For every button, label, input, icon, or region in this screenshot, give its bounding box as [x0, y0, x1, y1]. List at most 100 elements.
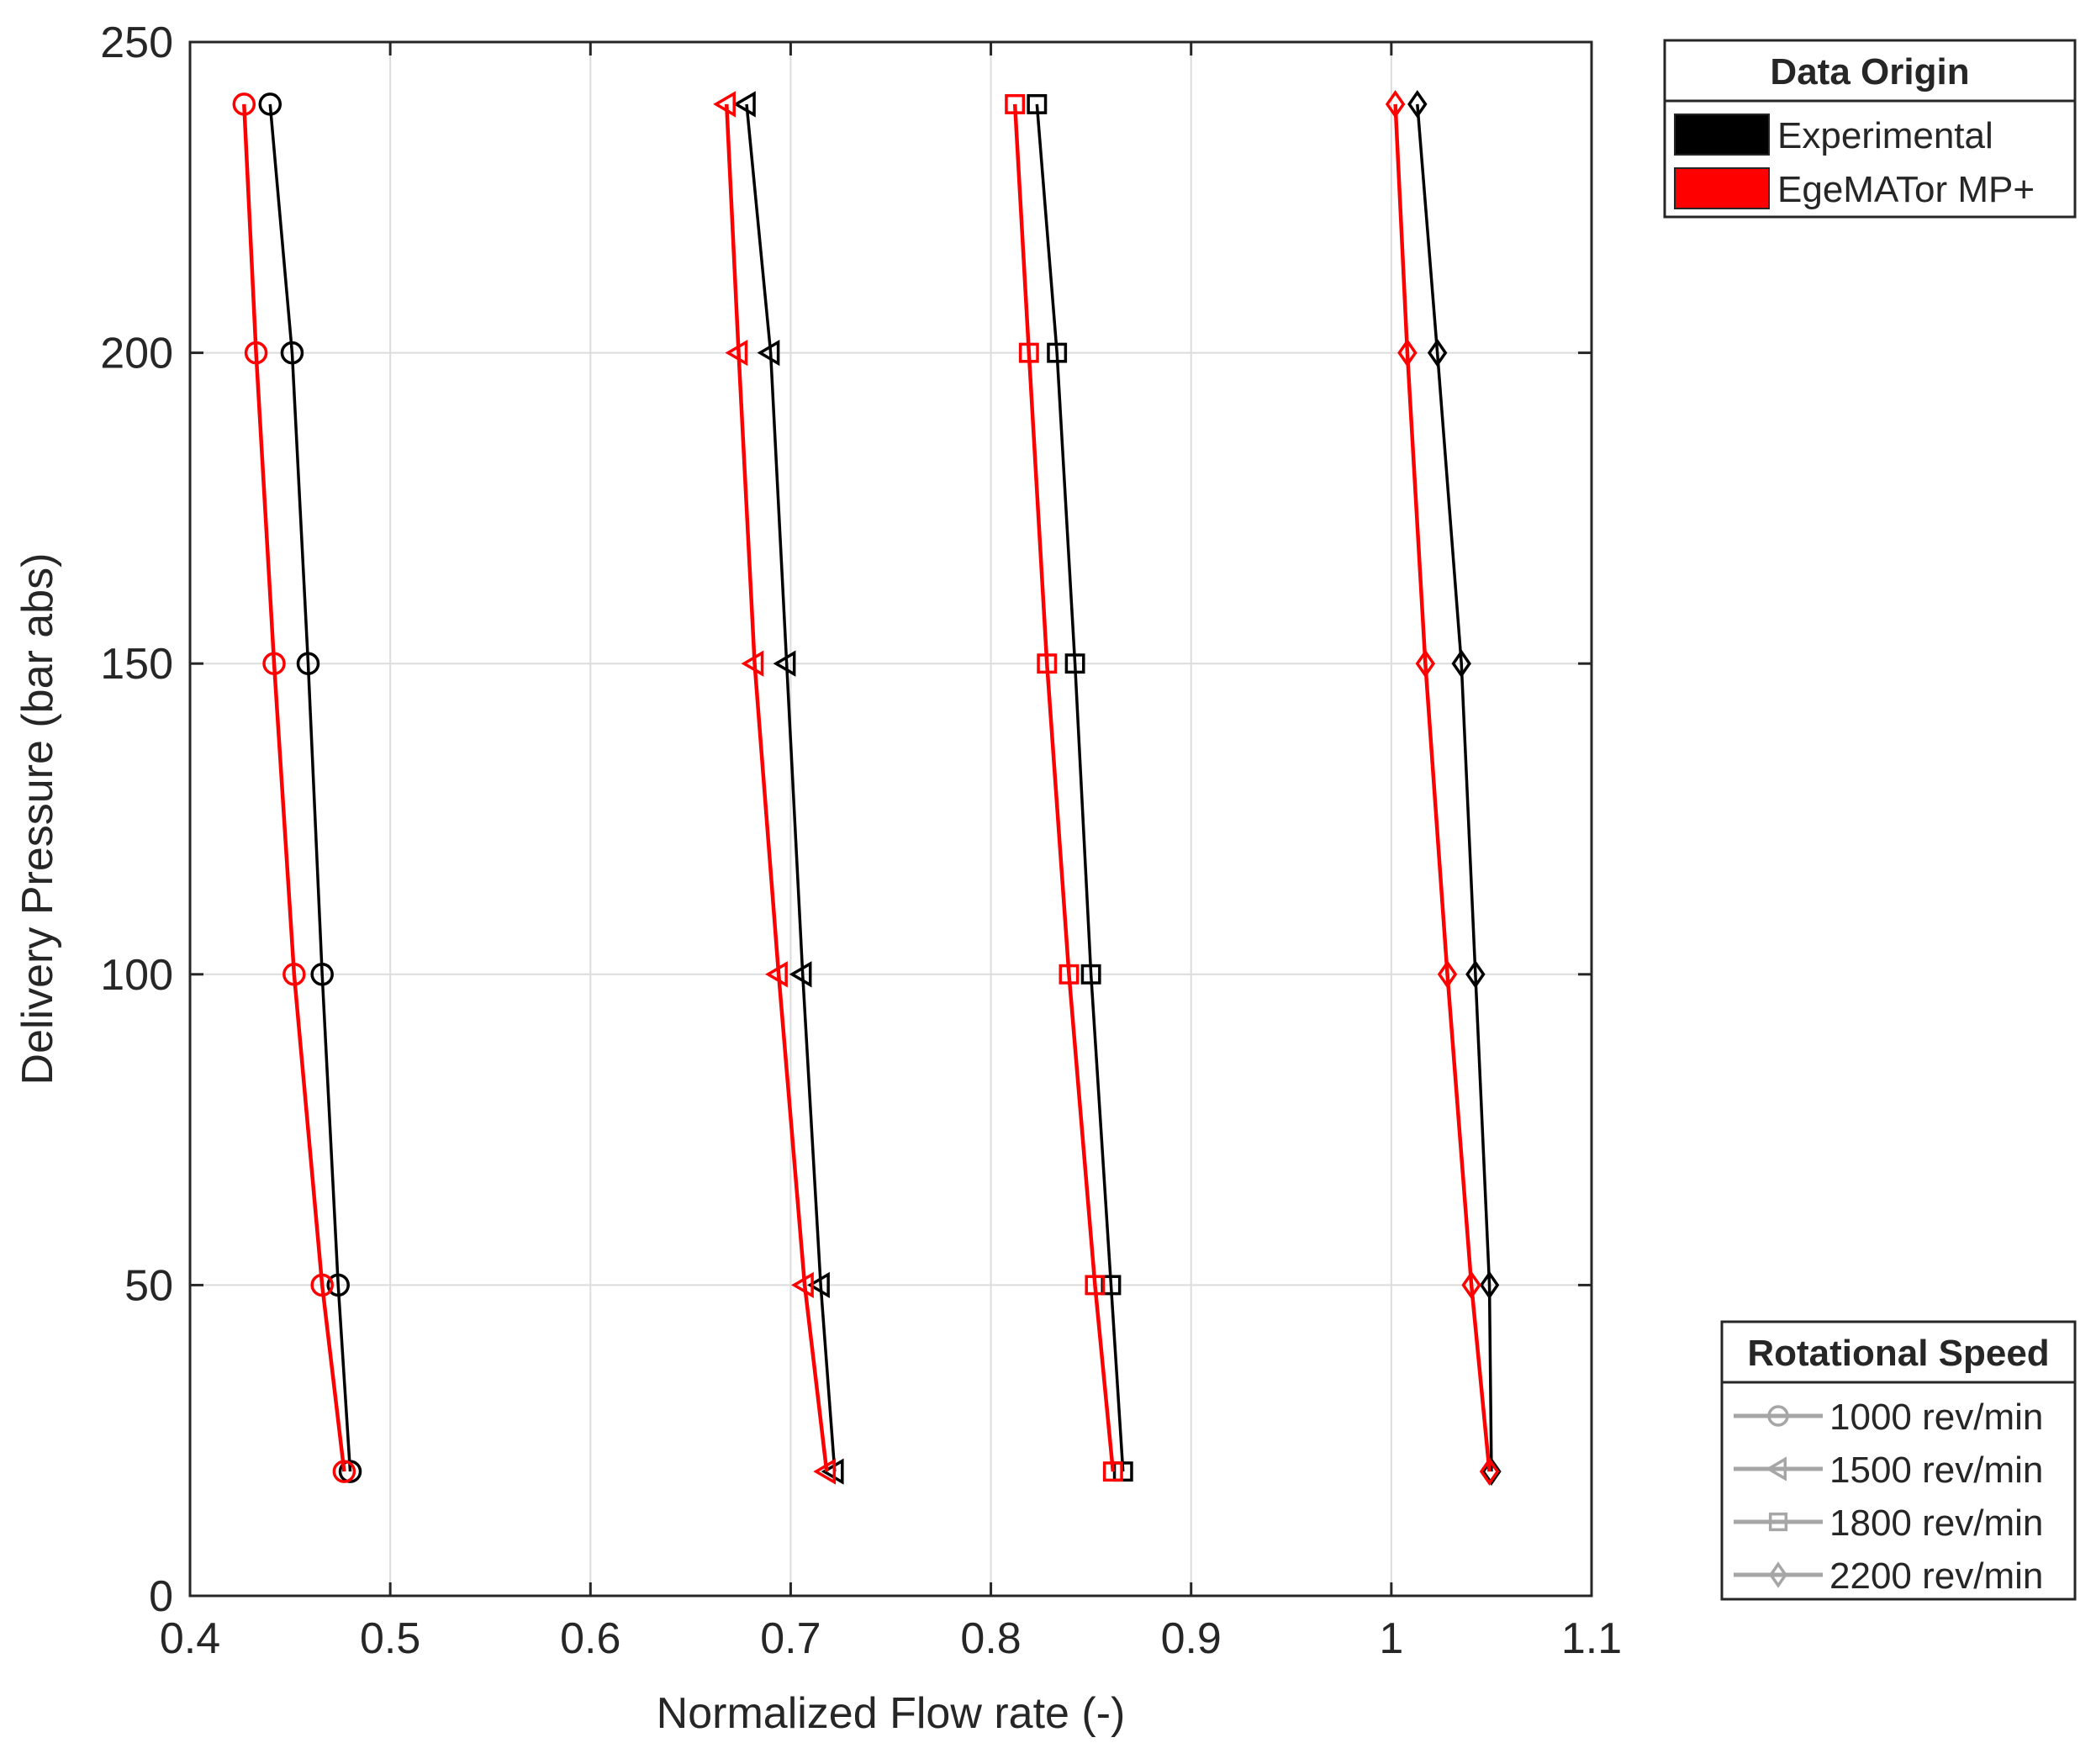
- legend-marker-square-icon: [1734, 1512, 1823, 1532]
- data-point-egemator-1000-240: [232, 92, 256, 116]
- legend-marker-circle-icon: [1734, 1405, 1823, 1427]
- data-point-experimental-1000-150: [296, 652, 320, 675]
- series-experimental-1800: [1027, 93, 1133, 1482]
- data-point-experimental-1800-150: [1064, 653, 1085, 674]
- plot-frame: [188, 40, 1593, 1598]
- data-point-egemator-1500-20: [813, 1458, 837, 1485]
- data-point-egemator-1800-100: [1059, 964, 1080, 985]
- x-tick-label: 0.7: [760, 1614, 821, 1663]
- data-point-egemator-1000-200: [244, 341, 268, 365]
- legend-marker-shape: [1769, 1561, 1787, 1588]
- data-point-experimental-2200-20: [1481, 1457, 1502, 1487]
- series-egemator-1000: [232, 92, 356, 1483]
- legend-label-experimental: Experimental: [1777, 115, 1993, 156]
- data-point-egemator-1800-50: [1085, 1275, 1106, 1296]
- data-point-egemator-2200-20: [1479, 1457, 1500, 1487]
- y-tick-label: 150: [100, 640, 173, 689]
- series-egemator-2200: [1385, 90, 1500, 1487]
- data-point-egemator-1800-150: [1037, 653, 1058, 674]
- series-line-egemator-1000: [242, 103, 346, 1472]
- legend-label-1800: 1800 rev/min: [1829, 1503, 2043, 1544]
- data-point-egemator-1800-200: [1018, 342, 1039, 363]
- data-point-experimental-2200-50: [1479, 1270, 1500, 1300]
- data-point-egemator-1500-150: [741, 650, 764, 677]
- legend-data-origin: Data Origin Experimental EgeMATor MP+: [1663, 39, 2077, 219]
- series-line-experimental-1000: [268, 103, 352, 1472]
- x-tick-label: 1: [1379, 1614, 1403, 1663]
- y-tick-label: 100: [100, 951, 173, 1000]
- data-point-egemator-2200-100: [1437, 959, 1458, 989]
- grid-lines: [190, 42, 1592, 1596]
- data-point-egemator-1000-50: [310, 1273, 334, 1297]
- legend-swatch-experimental: [1674, 114, 1770, 156]
- data-point-experimental-1800-200: [1047, 342, 1068, 363]
- legend-data-origin-title: Data Origin: [1770, 51, 1969, 92]
- data-point-egemator-1800-240: [1005, 93, 1026, 114]
- data-point-egemator-2200-240: [1385, 90, 1406, 119]
- series-egemator-1800: [1005, 93, 1123, 1482]
- data-point-experimental-1000-100: [310, 963, 334, 986]
- axes: 0.4 0.5 0.6 0.7 0.8 0.9 1 1.1 0 50 100 150 200 250: [100, 18, 1622, 1663]
- data-point-experimental-1800-240: [1027, 93, 1048, 114]
- x-tick-label: 1.1: [1561, 1614, 1622, 1663]
- series-line-egemator-1500: [724, 103, 829, 1472]
- data-point-experimental-2200-150: [1451, 649, 1471, 679]
- x-tick-label: 0.4: [160, 1614, 220, 1663]
- data-point-experimental-1000-20: [338, 1460, 362, 1483]
- y-axis-label: Delivery Pressure (bar abs): [13, 553, 62, 1085]
- y-tick-label: 0: [149, 1572, 173, 1621]
- legend-marker-shape: [1767, 1405, 1789, 1427]
- data-point-egemator-2200-50: [1461, 1270, 1481, 1300]
- legend-label-egemator: EgeMATor MP+: [1777, 169, 2035, 210]
- data-point-experimental-2200-240: [1407, 90, 1428, 119]
- series-line-egemator-2200: [1393, 103, 1491, 1472]
- legend-marker-triangle-icon: [1734, 1456, 1823, 1481]
- x-tick-label: 0.8: [960, 1614, 1021, 1663]
- data-point-egemator-1500-200: [725, 339, 748, 367]
- data-point-experimental-1500-100: [789, 961, 812, 988]
- legend-marker-diamond-icon: [1734, 1561, 1823, 1588]
- plot-area: [190, 42, 1592, 1596]
- legend-rotational-speed-title: Rotational Speed: [1747, 1333, 2049, 1374]
- data-point-experimental-1000-50: [326, 1273, 350, 1297]
- legend-label-1500: 1500 rev/min: [1829, 1450, 2043, 1491]
- data-point-experimental-1500-240: [732, 91, 756, 118]
- x-tick-label: 0.9: [1161, 1614, 1222, 1663]
- data-point-experimental-2200-200: [1427, 338, 1448, 367]
- data-point-egemator-1800-20: [1102, 1461, 1123, 1482]
- data-point-experimental-1000-200: [280, 341, 304, 365]
- series-layer: [232, 90, 1502, 1487]
- series-line-experimental-1800: [1035, 103, 1125, 1472]
- legend-label-2200: 2200 rev/min: [1829, 1555, 2043, 1597]
- series-experimental-1000: [258, 92, 362, 1483]
- legend-label-1000: 1000 rev/min: [1829, 1397, 2043, 1438]
- legend-marker-shape: [1765, 1456, 1787, 1481]
- y-tick-label: 250: [100, 18, 173, 67]
- series-line-experimental-2200: [1416, 103, 1493, 1472]
- series-line-experimental-1500: [745, 103, 837, 1472]
- data-point-egemator-1000-150: [262, 652, 286, 675]
- series-experimental-2200: [1407, 90, 1502, 1487]
- data-point-egemator-1000-20: [332, 1460, 356, 1483]
- data-point-experimental-1500-150: [773, 650, 796, 677]
- data-point-egemator-1500-100: [765, 961, 788, 988]
- series-line-egemator-1800: [1012, 103, 1116, 1472]
- data-point-egemator-2200-150: [1415, 649, 1436, 679]
- series-egemator-1500: [713, 91, 837, 1485]
- x-tick-label: 0.5: [360, 1614, 420, 1663]
- data-point-egemator-1500-240: [713, 91, 736, 118]
- data-point-experimental-2200-100: [1465, 959, 1486, 989]
- legend-marker-shape: [1768, 1512, 1788, 1532]
- y-tick-label: 50: [124, 1261, 173, 1310]
- data-point-experimental-1500-200: [757, 339, 780, 367]
- y-tick-label: 200: [100, 330, 173, 378]
- x-axis-label: Normalized Flow rate (-): [657, 1689, 1126, 1738]
- data-point-experimental-1000-240: [258, 92, 282, 116]
- data-point-egemator-1000-100: [282, 963, 306, 986]
- legend-rotational-speed: Rotational Speed 1000 rev/min 1500 rev/m…: [1720, 1320, 2077, 1601]
- legend-swatch-egemator: [1674, 167, 1770, 209]
- x-tick-label: 0.6: [560, 1614, 620, 1663]
- data-point-experimental-1500-50: [807, 1271, 830, 1299]
- data-point-egemator-1500-50: [791, 1271, 814, 1299]
